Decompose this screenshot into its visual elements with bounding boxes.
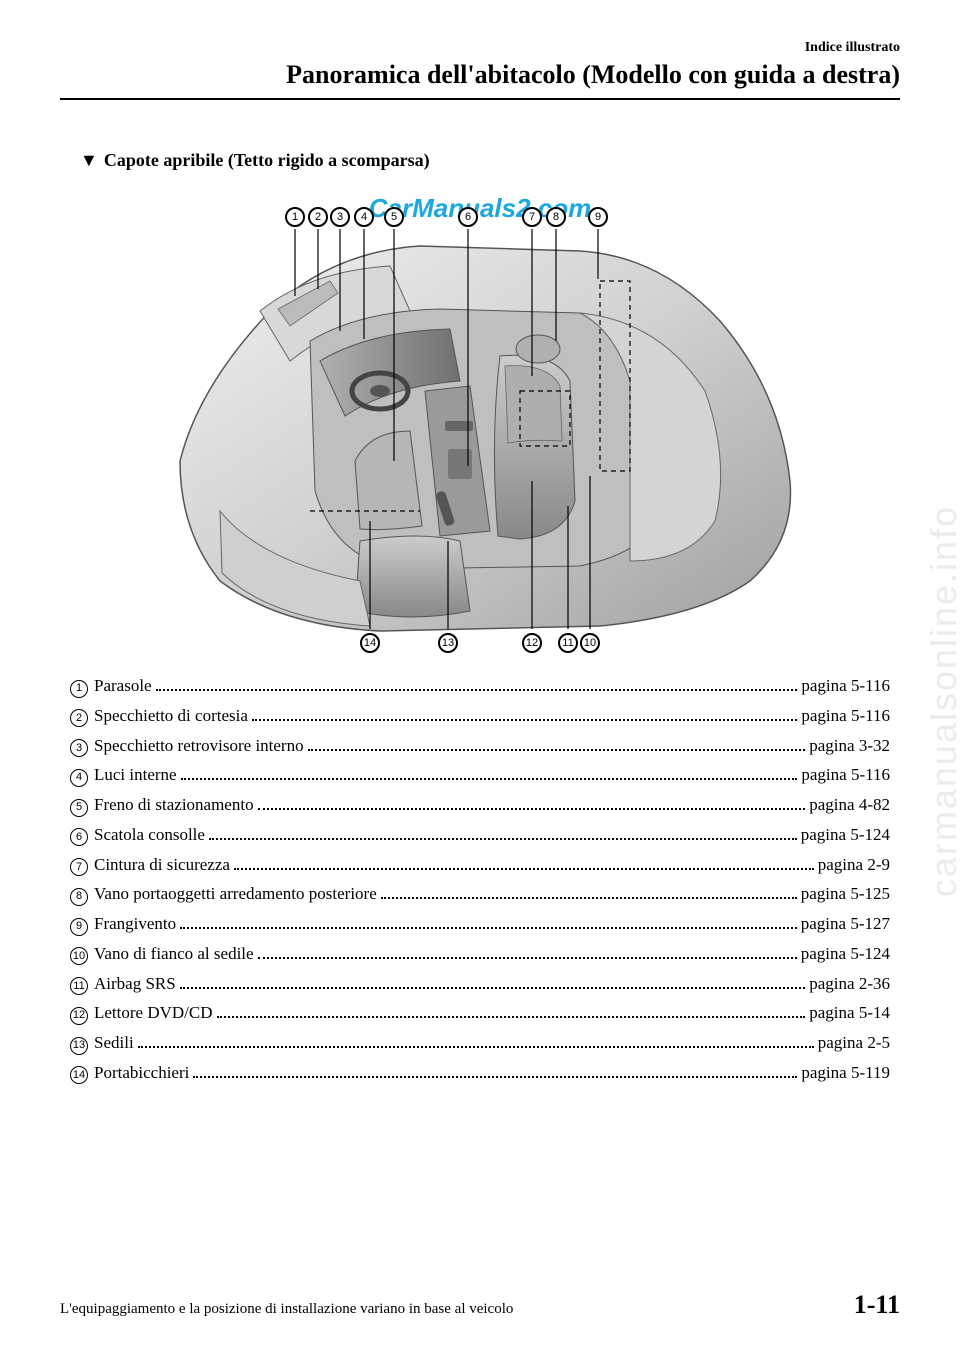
- toc-number-icon: 11: [70, 977, 88, 995]
- toc-row: 14 Portabicchieri pagina 5-119: [70, 1058, 890, 1088]
- toc-row: 3 Specchietto retrovisore interno pagina 3…: [70, 731, 890, 761]
- toc-number-icon: 10: [70, 947, 88, 965]
- toc-number-icon: 1: [70, 680, 88, 698]
- toc-leader-dots: [193, 1076, 797, 1078]
- callout-number: 4: [354, 207, 374, 227]
- triangle-down-icon: ▼: [80, 150, 98, 171]
- section-heading: ▼ Capote apribile (Tetto rigido a scompar…: [60, 150, 900, 171]
- toc-page-ref: pagina 5-116: [801, 760, 890, 790]
- toc-page-ref: pagina 5-116: [801, 671, 890, 701]
- toc-row: 2 Specchietto di cortesia pagina 5-116: [70, 701, 890, 731]
- toc-row: 6 Scatola consolle pagina 5-124: [70, 820, 890, 850]
- toc-label: Specchietto di cortesia: [94, 701, 248, 731]
- toc-page-ref: pagina 3-32: [809, 731, 890, 761]
- toc-label: Luci interne: [94, 760, 177, 790]
- toc-row: 7 Cintura di sicurezza pagina 2-9: [70, 850, 890, 880]
- toc-leader-dots: [181, 778, 798, 780]
- toc-page-ref: pagina 2-5: [818, 1028, 890, 1058]
- parts-index-list: 1 Parasole pagina 5-116 2 Specchietto di cor…: [60, 671, 900, 1088]
- section-heading-text: Capote apribile (Tetto rigido a scompars…: [104, 150, 430, 170]
- toc-leader-dots: [217, 1016, 806, 1018]
- callout-number: 7: [522, 207, 542, 227]
- toc-label: Vano portaoggetti arredamento posteriore: [94, 879, 377, 909]
- toc-leader-dots: [156, 689, 798, 691]
- toc-label: Cintura di sicurezza: [94, 850, 230, 880]
- interior-diagram: CarManuals2.com: [60, 181, 900, 661]
- callout-number: 12: [522, 633, 542, 653]
- page-header: Indice illustrato Panoramica dell'abitac…: [60, 40, 900, 100]
- callout-number: 1: [285, 207, 305, 227]
- toc-page-ref: pagina 5-127: [801, 909, 890, 939]
- toc-number-icon: 9: [70, 918, 88, 936]
- callout-number: 10: [580, 633, 600, 653]
- toc-number-icon: 5: [70, 799, 88, 817]
- toc-label: Sedili: [94, 1028, 134, 1058]
- callout-number: 2: [308, 207, 328, 227]
- callout-number: 9: [588, 207, 608, 227]
- toc-row: 5 Freno di stazionamento pagina 4-82: [70, 790, 890, 820]
- toc-label: Specchietto retrovisore interno: [94, 731, 304, 761]
- toc-leader-dots: [381, 897, 797, 899]
- toc-label: Frangivento: [94, 909, 176, 939]
- toc-number-icon: 6: [70, 828, 88, 846]
- header-category: Indice illustrato: [60, 40, 900, 56]
- toc-number-icon: 12: [70, 1007, 88, 1025]
- side-watermark: carmanualsonline.info: [923, 505, 960, 897]
- callout-number: 5: [384, 207, 404, 227]
- toc-leader-dots: [258, 808, 806, 810]
- toc-label: Freno di stazionamento: [94, 790, 254, 820]
- toc-leader-dots: [138, 1046, 814, 1048]
- toc-page-ref: pagina 4-82: [809, 790, 890, 820]
- toc-number-icon: 14: [70, 1066, 88, 1084]
- toc-row: 12 Lettore DVD/CD pagina 5-14: [70, 998, 890, 1028]
- callout-number: 14: [360, 633, 380, 653]
- toc-row: 10 Vano di fianco al sedile pagina 5-124: [70, 939, 890, 969]
- toc-label: Lettore DVD/CD: [94, 998, 213, 1028]
- toc-row: 1 Parasole pagina 5-116: [70, 671, 890, 701]
- toc-page-ref: pagina 5-116: [801, 701, 890, 731]
- toc-page-ref: pagina 5-124: [801, 820, 890, 850]
- toc-label: Airbag SRS: [94, 969, 176, 999]
- callout-number: 3: [330, 207, 350, 227]
- toc-label: Portabicchieri: [94, 1058, 189, 1088]
- footer-note: L'equipaggiamento e la posizione di inst…: [60, 1301, 513, 1318]
- toc-leader-dots: [180, 987, 806, 989]
- toc-row: 8 Vano portaoggetti arredamento posterior…: [70, 879, 890, 909]
- toc-label: Vano di fianco al sedile: [94, 939, 254, 969]
- toc-number-icon: 7: [70, 858, 88, 876]
- callout-number: 13: [438, 633, 458, 653]
- toc-page-ref: pagina 5-125: [801, 879, 890, 909]
- toc-row: 4 Luci interne pagina 5-116: [70, 760, 890, 790]
- toc-page-ref: pagina 2-36: [809, 969, 890, 999]
- toc-leader-dots: [209, 838, 797, 840]
- toc-number-icon: 8: [70, 888, 88, 906]
- toc-label: Scatola consolle: [94, 820, 205, 850]
- toc-page-ref: pagina 5-14: [809, 998, 890, 1028]
- toc-page-ref: pagina 5-119: [801, 1058, 890, 1088]
- toc-row: 11 Airbag SRS pagina 2-36: [70, 969, 890, 999]
- toc-leader-dots: [258, 957, 797, 959]
- toc-page-ref: pagina 2-9: [818, 850, 890, 880]
- toc-label: Parasole: [94, 671, 152, 701]
- toc-row: 9 Frangivento pagina 5-127: [70, 909, 890, 939]
- toc-number-icon: 13: [70, 1037, 88, 1055]
- callout-number: 6: [458, 207, 478, 227]
- header-title: Panoramica dell'abitacolo (Modello con g…: [60, 60, 900, 90]
- footer-page-number: 1-11: [854, 1290, 900, 1320]
- page-footer: L'equipaggiamento e la posizione di inst…: [60, 1290, 900, 1320]
- toc-leader-dots: [234, 868, 814, 870]
- toc-leader-dots: [308, 749, 806, 751]
- toc-leader-dots: [180, 927, 797, 929]
- callout-number: 8: [546, 207, 566, 227]
- toc-page-ref: pagina 5-124: [801, 939, 890, 969]
- toc-number-icon: 3: [70, 739, 88, 757]
- toc-leader-dots: [252, 719, 798, 721]
- callout-number: 11: [558, 633, 578, 653]
- toc-row: 13 Sedili pagina 2-5: [70, 1028, 890, 1058]
- toc-number-icon: 4: [70, 769, 88, 787]
- car-interior-illustration: [160, 181, 800, 661]
- toc-number-icon: 2: [70, 709, 88, 727]
